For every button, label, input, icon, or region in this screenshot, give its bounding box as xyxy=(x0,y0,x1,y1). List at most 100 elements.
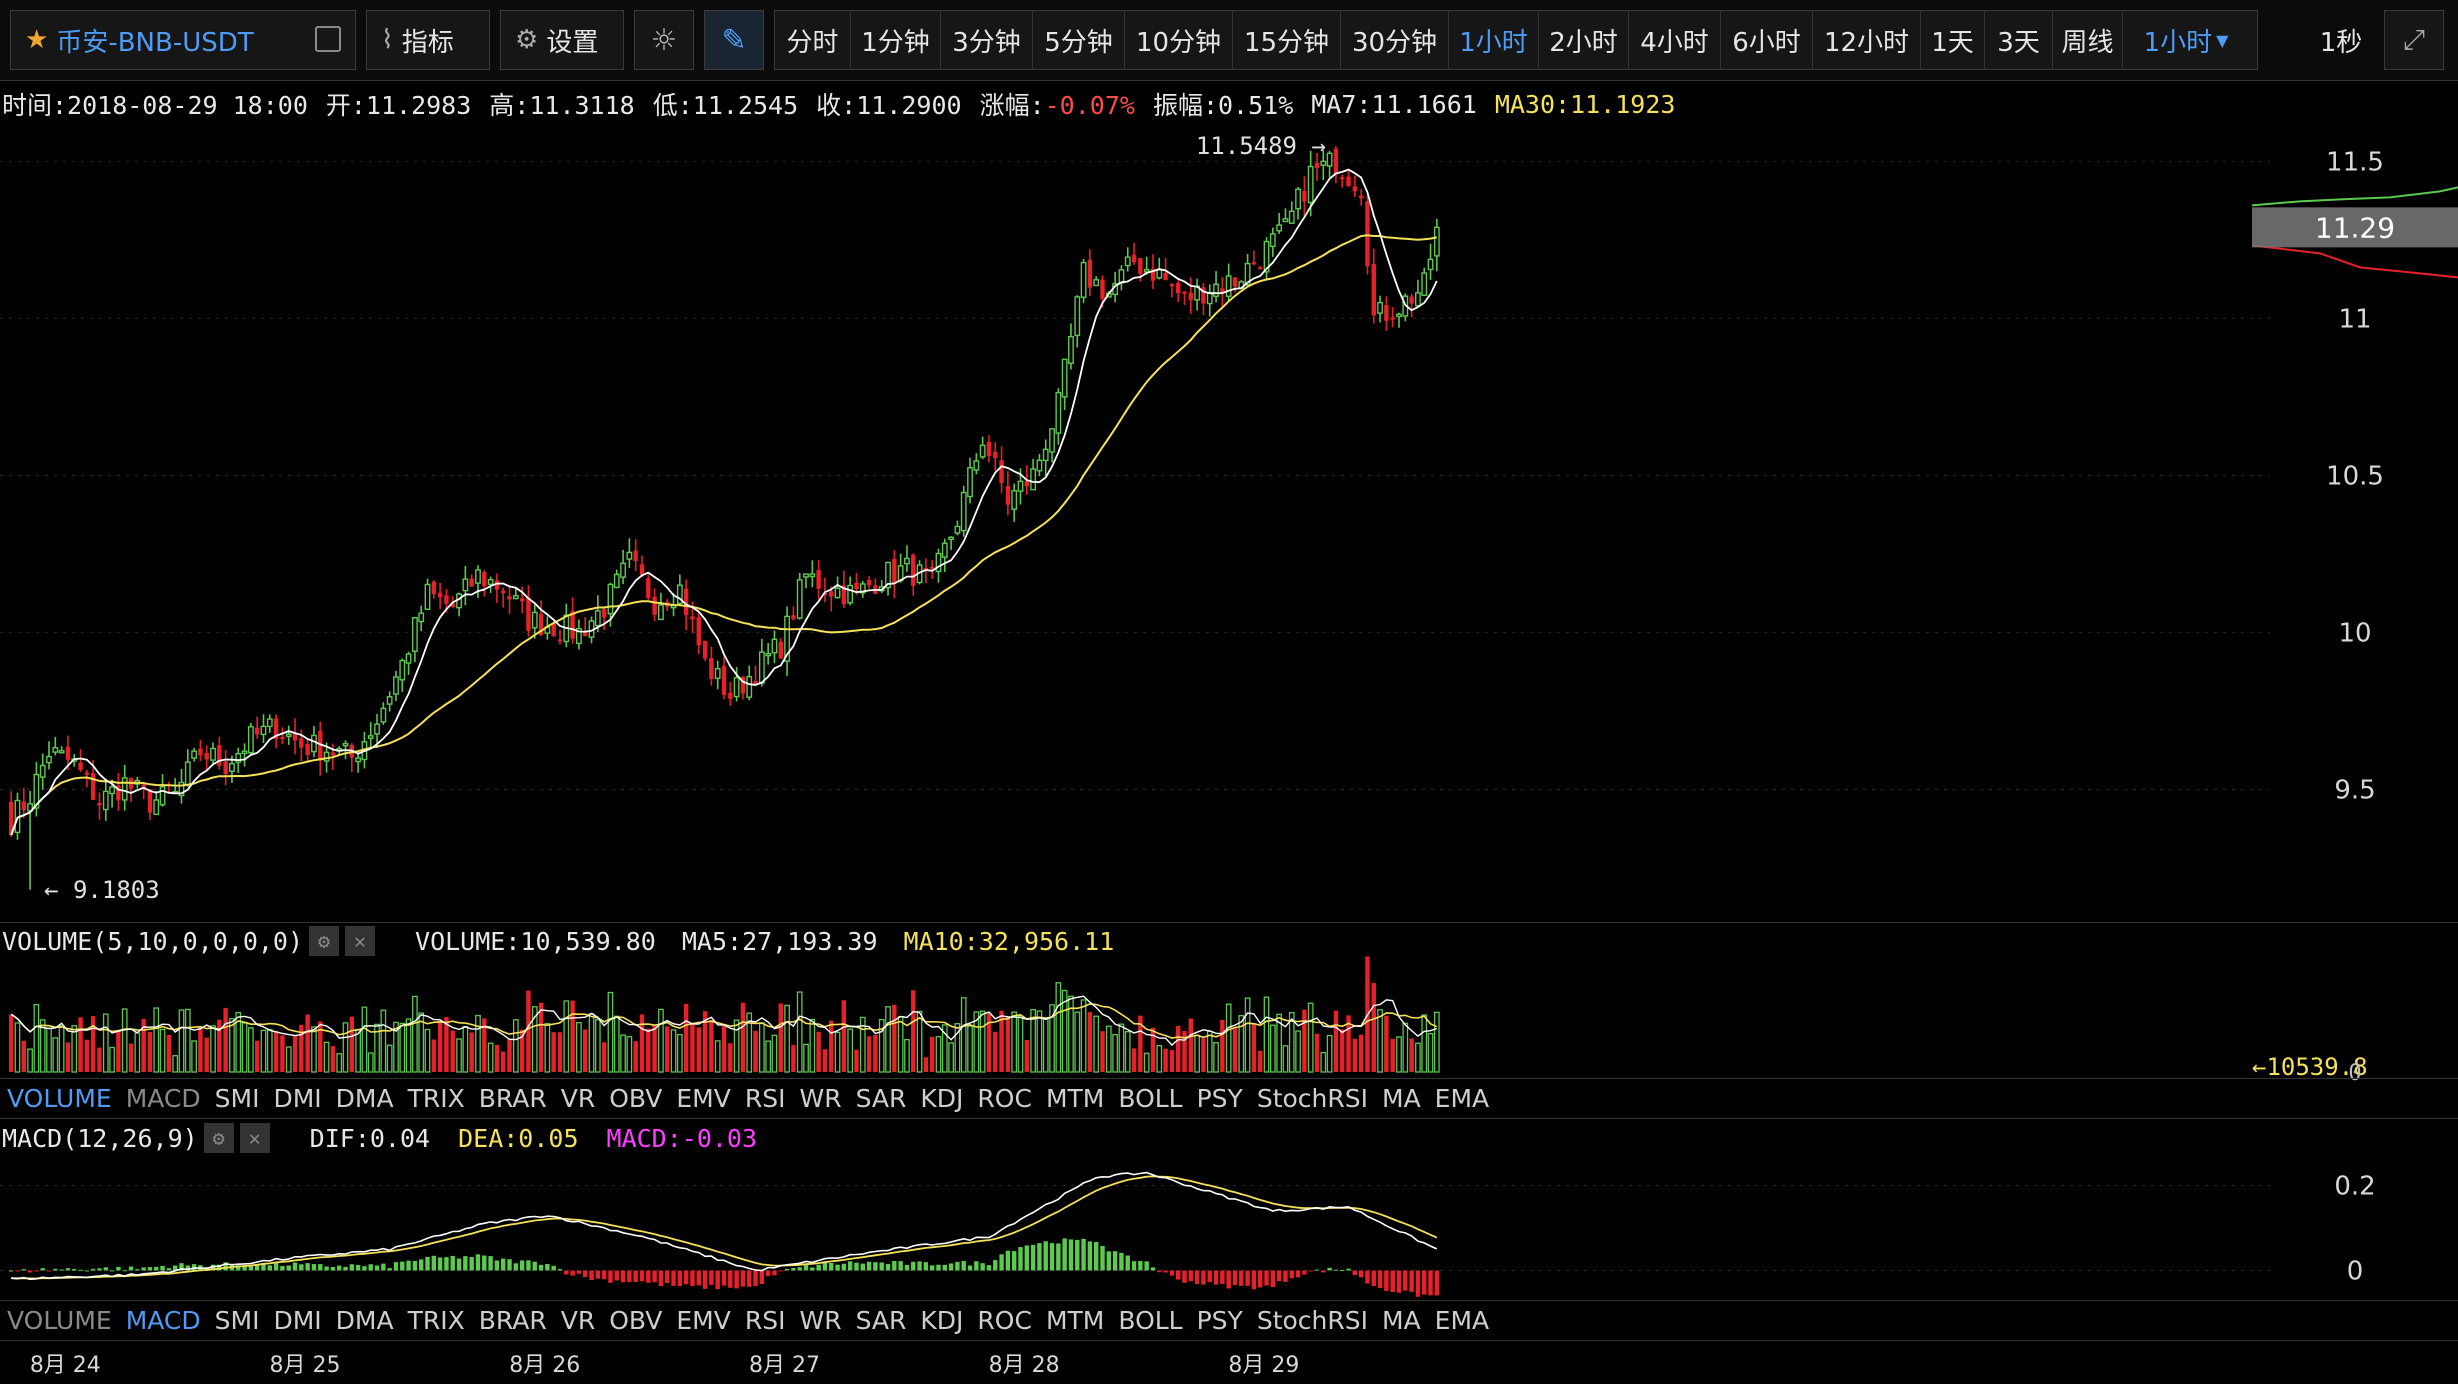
indicator-tab-stochrsi[interactable]: StochRSI xyxy=(1256,1305,1368,1335)
indicator-tab-kdj[interactable]: KDJ xyxy=(920,1083,964,1113)
interval-6[interactable]: 30分钟 xyxy=(1341,11,1449,69)
indicator-tab-rsi[interactable]: RSI xyxy=(744,1083,786,1113)
draw-tool-button[interactable]: ✎ xyxy=(704,10,764,70)
candle-body xyxy=(280,736,285,739)
indicator-tab-macd[interactable]: MACD xyxy=(125,1083,201,1113)
indicator-tab-vr[interactable]: VR xyxy=(560,1083,596,1113)
indicator-tab-roc[interactable]: ROC xyxy=(977,1305,1032,1335)
indicator-tab-ma[interactable]: MA xyxy=(1382,1083,1421,1113)
interval-1[interactable]: 1分钟 xyxy=(851,11,941,69)
macd-close-icon[interactable]: ✕ xyxy=(239,1123,270,1153)
indicator-tab-wr[interactable]: WR xyxy=(799,1083,842,1113)
interval-13[interactable]: 3天 xyxy=(1985,11,2053,69)
macd-hist-bar xyxy=(425,1256,430,1271)
macd-hist-bar xyxy=(280,1266,285,1271)
indicator-tab-volume[interactable]: VOLUME xyxy=(7,1083,112,1113)
indicator-tab-rsi[interactable]: RSI xyxy=(744,1305,786,1335)
volume-bar xyxy=(1427,1033,1434,1073)
interval-dropdown[interactable]: 1小时 ▼ xyxy=(2123,11,2249,69)
candle-body xyxy=(450,603,455,608)
interval-2[interactable]: 3分钟 xyxy=(941,11,1033,69)
settings-button[interactable]: ⚙ 设置 xyxy=(500,10,624,70)
candle-body xyxy=(1421,272,1428,296)
indicator-tab-ema[interactable]: EMA xyxy=(1434,1083,1490,1113)
indicator-tab-boll[interactable]: BOLL xyxy=(1118,1305,1183,1335)
indicator-tab-volume[interactable]: VOLUME xyxy=(7,1305,112,1335)
macd-dif: DIF:0.04 xyxy=(309,1123,431,1153)
indicator-tab-emv[interactable]: EMV xyxy=(676,1305,731,1335)
volume-bar xyxy=(210,1025,216,1073)
candle-body xyxy=(948,536,955,541)
indicator-tab-trix[interactable]: TRIX xyxy=(407,1305,465,1335)
indicator-tab-roc[interactable]: ROC xyxy=(977,1083,1032,1113)
indicator-tab-emv[interactable]: EMV xyxy=(676,1083,731,1113)
indicator-tab-sar[interactable]: SAR xyxy=(855,1305,907,1335)
indicator-tab-dmi[interactable]: DMI xyxy=(273,1305,322,1335)
indicator-tab-macd[interactable]: MACD xyxy=(125,1305,201,1335)
interval-10[interactable]: 6小时 xyxy=(1721,11,1813,69)
indicator-tab-dma[interactable]: DMA xyxy=(335,1083,394,1113)
indicator-tab-wr[interactable]: WR xyxy=(799,1305,842,1335)
indicator-tab-smi[interactable]: SMI xyxy=(214,1305,260,1335)
indicator-tab-obv[interactable]: OBV xyxy=(609,1305,663,1335)
candle-body xyxy=(102,790,109,811)
volume-settings-icon[interactable]: ⚙ xyxy=(309,926,340,956)
volume-bar xyxy=(613,1015,620,1073)
macd-settings-icon[interactable]: ⚙ xyxy=(203,1123,234,1153)
interval-8[interactable]: 2小时 xyxy=(1539,11,1629,69)
volume-bar xyxy=(973,1011,980,1073)
indicators-button[interactable]: ⌇ 指标 xyxy=(366,10,490,70)
macd-hist-bar xyxy=(583,1270,588,1278)
candle-body xyxy=(904,557,910,565)
interval-7[interactable]: 1小时 xyxy=(1449,11,1539,69)
symbol-selector[interactable]: ★ 币安-BNB-USDT xyxy=(10,10,356,70)
macd-hist-bar xyxy=(15,1270,20,1272)
indicator-tab-brar[interactable]: BRAR xyxy=(478,1083,547,1113)
macd-hist-bar xyxy=(179,1263,184,1271)
indicator-tab-vr[interactable]: VR xyxy=(560,1305,596,1335)
info-change-label: 涨幅: xyxy=(979,91,1045,120)
volume-bar xyxy=(841,1000,847,1072)
macd-hist-bar xyxy=(34,1270,39,1272)
macd-hist-bar xyxy=(519,1260,525,1271)
interval-3[interactable]: 5分钟 xyxy=(1033,11,1125,69)
macd-hist-bar xyxy=(46,1270,52,1272)
indicator-tab-mtm[interactable]: MTM xyxy=(1045,1305,1105,1335)
indicator-tab-psy[interactable]: PSY xyxy=(1196,1083,1243,1113)
indicator-tab-kdj[interactable]: KDJ xyxy=(920,1305,964,1335)
refresh-rate[interactable]: 1秒 xyxy=(2300,10,2382,70)
interval-12[interactable]: 1天 xyxy=(1921,11,1985,69)
fullscreen-button[interactable]: ⤢ xyxy=(2384,10,2444,70)
popout-icon[interactable] xyxy=(315,26,341,52)
indicator-tab-ma[interactable]: MA xyxy=(1382,1305,1421,1335)
indicator-tab-brar[interactable]: BRAR xyxy=(478,1305,547,1335)
indicator-tab-sar[interactable]: SAR xyxy=(855,1083,907,1113)
indicator-tab-smi[interactable]: SMI xyxy=(214,1083,260,1113)
candle-body xyxy=(639,564,645,575)
interval-5[interactable]: 15分钟 xyxy=(1233,11,1341,69)
candle-body xyxy=(507,596,512,600)
candle-body xyxy=(462,578,469,592)
indicator-tab-boll[interactable]: BOLL xyxy=(1118,1083,1183,1113)
indicator-tab-psy[interactable]: PSY xyxy=(1196,1305,1243,1335)
interval-9[interactable]: 4小时 xyxy=(1629,11,1721,69)
macd-hist-bar xyxy=(84,1270,90,1272)
indicator-tab-trix[interactable]: TRIX xyxy=(407,1083,465,1113)
interval-11[interactable]: 12小时 xyxy=(1813,11,1921,69)
volume-bar xyxy=(941,1024,948,1073)
indicator-tab-dma[interactable]: DMA xyxy=(335,1305,394,1335)
candle-body xyxy=(538,613,544,635)
indicator-tab-obv[interactable]: OBV xyxy=(609,1083,663,1113)
interval-4[interactable]: 10分钟 xyxy=(1125,11,1233,69)
volume-close-icon[interactable]: ✕ xyxy=(345,926,376,956)
indicator-tab-mtm[interactable]: MTM xyxy=(1045,1083,1105,1113)
indicator-tab-stochrsi[interactable]: StochRSI xyxy=(1256,1083,1368,1113)
star-icon[interactable]: ★ xyxy=(25,25,49,55)
indicator-tab-dmi[interactable]: DMI xyxy=(273,1083,322,1113)
interval-0[interactable]: 分时 xyxy=(775,11,851,69)
theme-toggle-button[interactable]: ☼ xyxy=(634,10,694,70)
interval-14[interactable]: 周线 xyxy=(2053,11,2123,69)
indicator-tab-ema[interactable]: EMA xyxy=(1434,1305,1490,1335)
volume-bar xyxy=(1093,1015,1100,1073)
